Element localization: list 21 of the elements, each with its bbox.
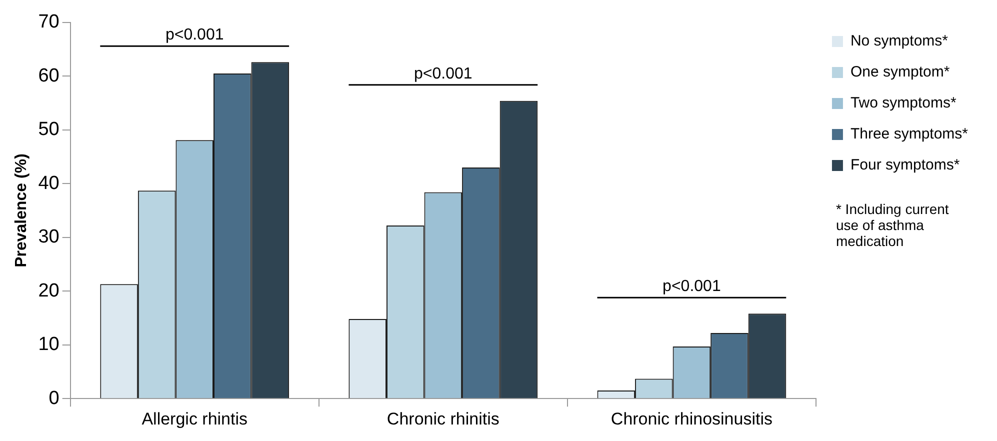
y-tick-label: 20	[38, 280, 60, 302]
y-tick-label: 0	[48, 388, 60, 409]
legend-label: One symptom*	[850, 64, 950, 81]
legend-label: Three symptoms*	[850, 126, 968, 143]
x-tick-label: Chronic rhinitis	[386, 409, 500, 428]
y-tick-label: 70	[38, 12, 60, 33]
legend-label: No symptoms*	[850, 32, 948, 50]
legend-label: Four symptoms*	[850, 156, 960, 174]
annotation: p<0.001	[165, 26, 224, 44]
annotation: p<0.001	[414, 65, 472, 82]
legend-label: Two symptoms*	[850, 94, 956, 112]
x-tick-label: Chronic rhinosinusitis	[610, 409, 772, 428]
y-tick-label: 40	[38, 172, 60, 194]
y-tick-label: 50	[38, 119, 60, 140]
y-tick-label: 10	[38, 334, 60, 356]
y-tick-label: 60	[38, 65, 60, 86]
annotation: p<0.001	[662, 278, 721, 296]
y-axis-title: Prevalence (%)	[13, 154, 30, 268]
text: * Including current use of asthma medication	[836, 200, 949, 249]
x-tick-label: Allergic rhintis	[142, 409, 248, 428]
y-tick-label: 30	[38, 226, 60, 248]
